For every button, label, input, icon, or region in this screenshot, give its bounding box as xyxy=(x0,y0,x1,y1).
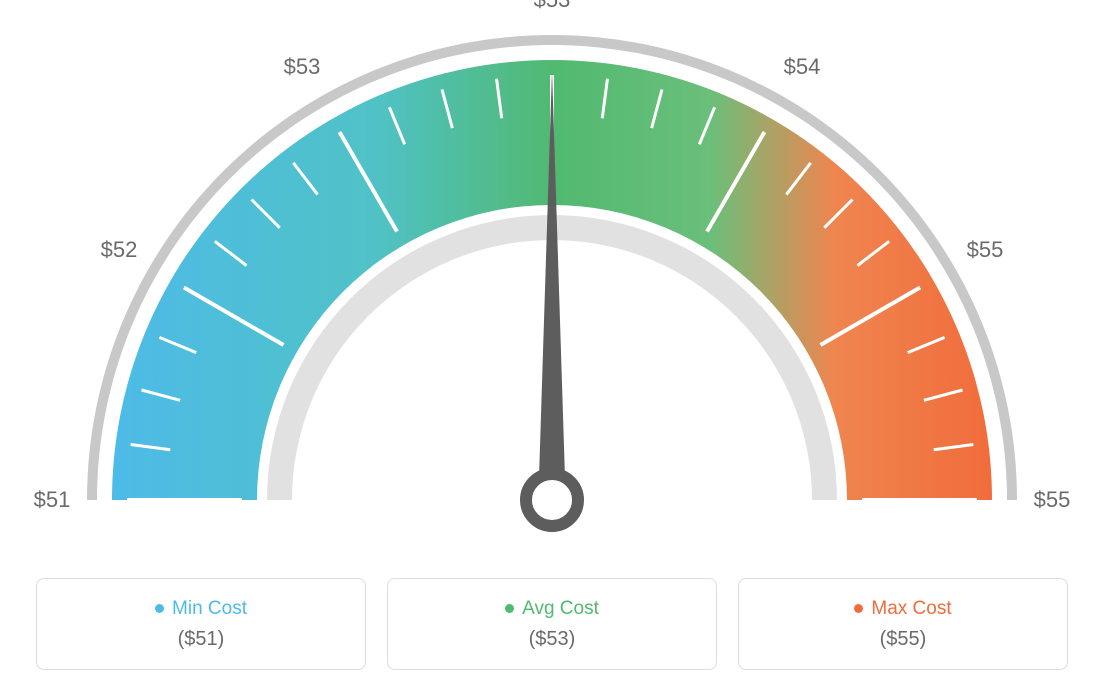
dot-avg xyxy=(505,604,514,613)
legend-card-max: Max Cost ($55) xyxy=(738,578,1068,670)
dot-max xyxy=(854,604,863,613)
legend-max-label: Max Cost xyxy=(871,598,951,620)
gauge-svg xyxy=(0,0,1104,555)
legend-avg-value: ($53) xyxy=(529,628,576,651)
gauge-tick-label: $55 xyxy=(967,237,1004,263)
gauge-tick-label: $51 xyxy=(34,487,71,513)
legend-min-top: Min Cost xyxy=(155,598,247,620)
gauge-tick-label: $54 xyxy=(784,54,821,80)
legend-max-top: Max Cost xyxy=(854,598,951,620)
dot-min xyxy=(155,604,164,613)
gauge-chart: $51 $52 $53 $53 $54 $55 $55 xyxy=(0,0,1104,555)
legend-card-avg: Avg Cost ($53) xyxy=(387,578,717,670)
legend-row: Min Cost ($51) Avg Cost ($53) Max Cost (… xyxy=(0,578,1104,670)
legend-min-label: Min Cost xyxy=(172,598,247,620)
legend-avg-top: Avg Cost xyxy=(505,598,599,620)
gauge-tick-label: $55 xyxy=(1034,487,1071,513)
gauge-tick-label: $52 xyxy=(101,237,138,263)
gauge-tick-label: $53 xyxy=(284,54,321,80)
legend-min-value: ($51) xyxy=(178,628,225,651)
legend-max-value: ($55) xyxy=(880,628,927,651)
legend-card-min: Min Cost ($51) xyxy=(36,578,366,670)
legend-avg-label: Avg Cost xyxy=(522,598,599,620)
gauge-tick-label: $53 xyxy=(534,0,571,13)
